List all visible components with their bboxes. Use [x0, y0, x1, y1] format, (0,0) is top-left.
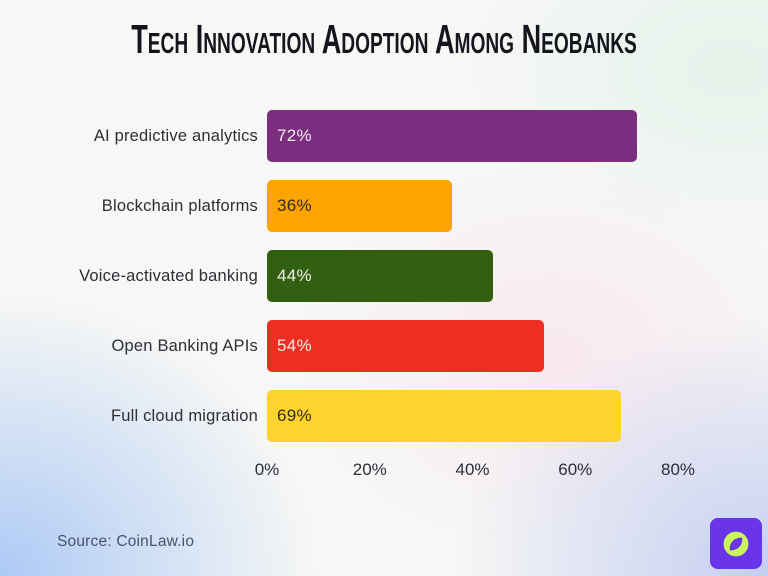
x-axis-tick-label: 60% [558, 460, 593, 479]
bar: 54% [267, 320, 545, 372]
x-axis-tick-label: 0% [254, 460, 280, 479]
bar-value-label: 54% [277, 336, 312, 355]
chart-title: Tech Innovation Adoption Among Neobanks [131, 16, 637, 62]
bar: 44% [267, 250, 494, 302]
x-axis-tick-label: 40% [455, 460, 490, 479]
compass-icon [723, 531, 749, 556]
category-label: Voice-activated banking [79, 266, 258, 285]
chart-row: Voice-activated banking 44% [40, 250, 678, 302]
bar-value-label: 72% [277, 126, 312, 145]
page-title-wrap: Tech Innovation Adoption Among Neobanks [0, 16, 768, 63]
chart-row: Full cloud migration 69% [40, 390, 678, 442]
bar-track: 54% [267, 320, 678, 372]
category-label: Open Banking APIs [111, 336, 258, 355]
bar-chart: AI predictive analytics 72% Blockchain pla… [40, 110, 695, 482]
bar-track: 72% [267, 110, 678, 162]
chart-rows: AI predictive analytics 72% Blockchain pla… [40, 110, 678, 442]
category-label: Blockchain platforms [101, 196, 258, 215]
x-axis-tick-label: 80% [660, 460, 696, 479]
bar-track: 69% [267, 390, 678, 442]
category-label: Full cloud migration [110, 406, 258, 425]
bar-track: 44% [267, 250, 678, 302]
category-label: AI predictive analytics [93, 126, 258, 145]
x-axis: 0% 20% 40% 60% 80% [255, 460, 695, 482]
chart-row: Open Banking APIs 54% [40, 320, 678, 372]
bar: 69% [267, 390, 622, 442]
bar-track: 36% [267, 180, 678, 232]
bar-value-label: 69% [277, 406, 312, 425]
bar-value-label: 44% [277, 266, 312, 285]
source-credit: Source: CoinLaw.io [57, 533, 195, 550]
chart-row: Blockchain platforms 36% [40, 180, 678, 232]
x-axis-tick-label: 20% [352, 460, 387, 479]
bar: 36% [267, 180, 452, 232]
bar-value-label: 36% [277, 196, 312, 215]
chart-row: AI predictive analytics 72% [40, 110, 678, 162]
brand-logo [710, 518, 762, 569]
bar: 72% [267, 110, 637, 162]
